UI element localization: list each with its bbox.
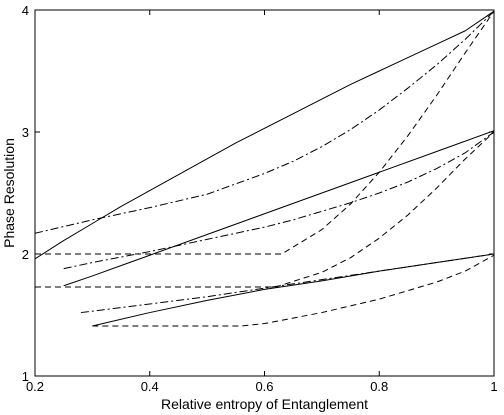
- series-line-6-dashed: [35, 131, 494, 288]
- series-line-4-solid: [63, 130, 494, 287]
- series-line-1-solid: [35, 10, 494, 260]
- plot-area: [35, 10, 494, 327]
- x-tick-label: 1: [490, 379, 497, 394]
- y-tick-label: 4: [22, 3, 29, 18]
- series-line-5-dashdot: [63, 131, 494, 270]
- x-axis-label: Relative entropy of Entanglement: [161, 396, 368, 412]
- series-line-2-dashdot: [35, 10, 494, 234]
- x-tick-label: 0.6: [255, 379, 273, 394]
- y-tick-label: 2: [22, 247, 29, 262]
- series-line-7-solid: [92, 253, 494, 327]
- series-line-8-dashdot: [80, 253, 494, 314]
- series-line-9-dashed: [92, 254, 494, 327]
- y-tick-label: 3: [22, 125, 29, 140]
- plot-frame: [34, 9, 495, 377]
- x-tick-label: 0.4: [141, 379, 159, 394]
- y-tick-label: 1: [22, 369, 29, 384]
- series-line-3-dashed: [35, 10, 494, 255]
- y-axis-label: Phase Resolution: [1, 138, 17, 248]
- x-tick-label: 0.2: [26, 379, 44, 394]
- axes: 0.2 0.4 0.6 0.8 1 1 2 3 4: [22, 3, 498, 394]
- x-tick-label: 0.8: [370, 379, 388, 394]
